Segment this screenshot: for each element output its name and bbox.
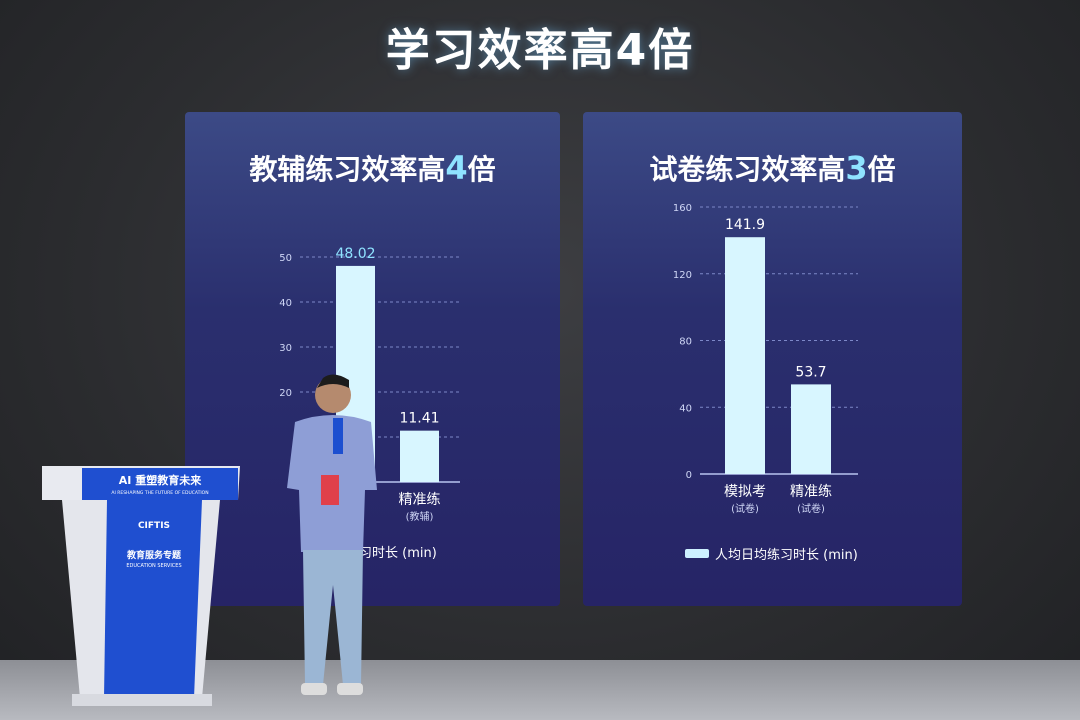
category-label: 模拟考 [724,484,766,500]
category-label: 精准练 [790,484,832,500]
bar [791,384,831,474]
category-sublabel: (试卷) [731,502,759,515]
podium-topic-en: EDUCATION SERVICES [126,563,181,569]
bar-value-label: 48.02 [335,246,375,262]
y-tick-label: 0 [686,470,692,481]
category-sublabel: (试卷) [797,502,825,515]
bar [725,237,765,474]
presenter [287,374,377,695]
y-tick-label: 80 [679,337,692,348]
category-sublabel: (教辅) [406,510,434,523]
y-tick-label: 120 [673,270,692,281]
slide-title: 学习效率高4倍 [385,25,695,76]
right-screen-title: 试卷练习效率高3倍 [649,149,896,187]
legend-swatch [685,549,709,558]
ciftis-logo: CIFTIS [138,521,170,531]
y-tick-label: 40 [679,403,692,414]
y-tick-label: 160 [673,203,692,214]
bar-value-label: 141.9 [725,217,765,233]
bar-value-label: 53.7 [795,364,826,380]
right-legend: 人均日均练习时长 (min) [685,544,858,563]
y-tick-label: 50 [279,253,292,264]
bar-value-label: 11.41 [399,411,439,427]
podium-slogan-en: AI RESHAPING THE FUTURE OF EDUCATION [111,490,208,496]
podium-slogan: AI 重塑教育未来 [119,473,202,487]
y-tick-label: 20 [279,388,292,399]
right-screen: 试卷练习效率高3倍 0 40 80 120 160 141.9 模拟考 (试卷) 53.7 精准练… [583,112,962,606]
y-tick-label: 40 [279,298,292,309]
bar [400,430,439,482]
y-tick-label: 30 [279,343,292,354]
podium-topic: 教育服务专题 [126,549,182,561]
right-bar-chart: 0 40 80 120 160 141.9 模拟考 (试卷) 53.7 精准练 (试卷) [673,203,858,515]
category-label: 精准练 [399,492,441,508]
podium: AI 重塑教育未来 AI RESHAPING THE FUTURE OF EDU… [42,466,240,706]
left-screen-title: 教辅练习效率高4倍 [249,149,496,187]
